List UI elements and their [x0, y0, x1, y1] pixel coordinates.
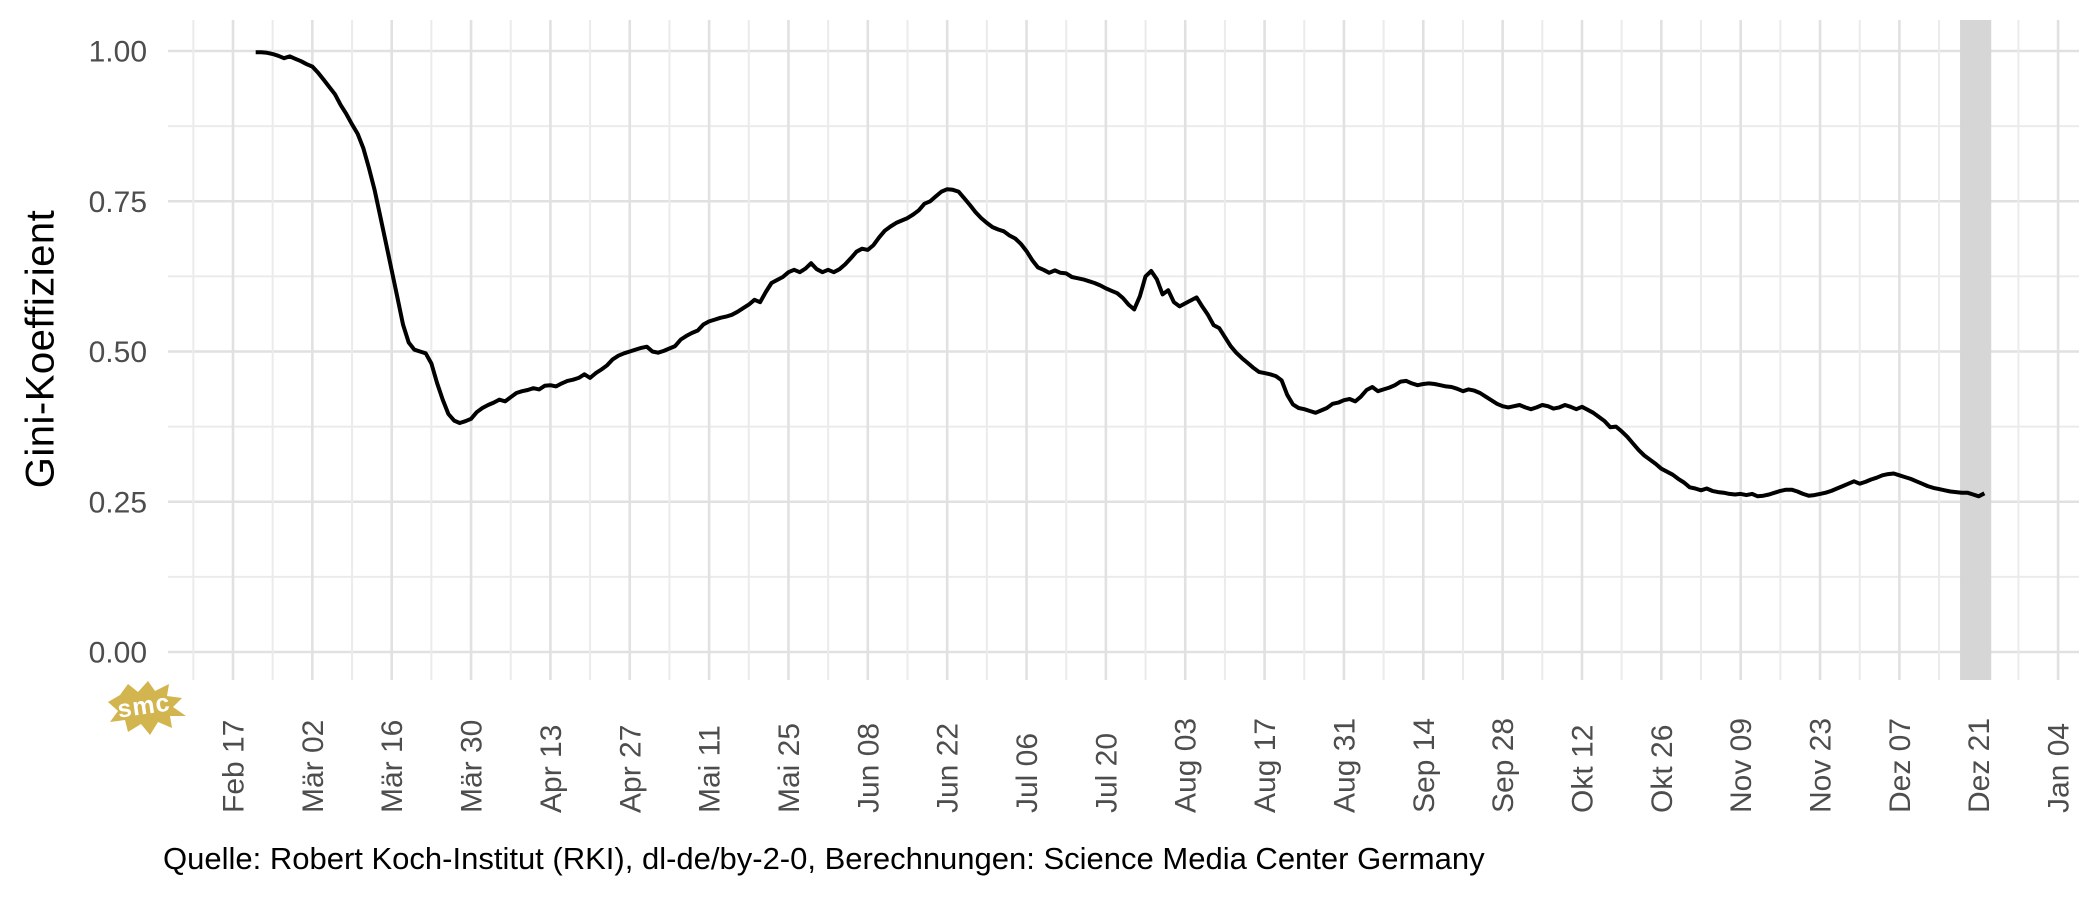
x-tick-label: Nov 23	[1805, 718, 1838, 813]
smc-logo-graphic: smc	[108, 681, 186, 735]
x-tick-label: Jun 22	[932, 723, 965, 813]
x-tick-label: Mai 25	[773, 723, 806, 813]
x-tick-label: Nov 09	[1725, 718, 1758, 813]
highlight-band	[1960, 20, 1992, 680]
x-tick-label: Aug 03	[1170, 718, 1203, 813]
y-tick-label: 0.50	[89, 336, 147, 369]
x-tick-label: Mai 11	[694, 725, 727, 813]
y-tick-label: 0.00	[89, 637, 147, 670]
x-tick-label: Aug 17	[1249, 718, 1282, 813]
x-tick-label: Apr 27	[614, 725, 647, 813]
x-tick-label: Aug 31	[1328, 718, 1361, 813]
x-tick-label: Feb 17	[218, 720, 251, 813]
x-tick-label: Dez 21	[1963, 718, 1996, 813]
x-tick-label: Mär 16	[376, 720, 409, 813]
x-tick-label: Sep 14	[1408, 718, 1441, 813]
x-tick-label: Mär 30	[456, 720, 489, 813]
x-tick-label: Apr 13	[535, 725, 568, 813]
smc-logo: smc	[98, 678, 208, 738]
y-tick-label: 0.25	[89, 486, 147, 519]
y-axis-title: Gini-Koeffizient	[18, 209, 63, 489]
x-tick-label: Jul 06	[1011, 733, 1044, 813]
x-tick-label: Jan 04	[2043, 723, 2076, 813]
x-tick-label: Sep 28	[1487, 718, 1520, 813]
gini-series-line	[255, 50, 1986, 499]
y-tick-label: 1.00	[89, 36, 147, 69]
x-tick-label: Okt 12	[1567, 725, 1600, 813]
x-tick-label: Jun 08	[852, 723, 885, 813]
smc-logo-splat	[108, 681, 186, 735]
x-tick-label: Jul 20	[1090, 733, 1123, 813]
x-tick-label: Dez 07	[1884, 718, 1917, 813]
y-tick-label: 0.75	[89, 186, 147, 219]
x-tick-label: Mär 02	[297, 720, 330, 813]
source-caption: Quelle: Robert Koch-Institut (RKI), dl-d…	[163, 841, 1485, 876]
x-tick-label: Okt 26	[1646, 725, 1679, 813]
